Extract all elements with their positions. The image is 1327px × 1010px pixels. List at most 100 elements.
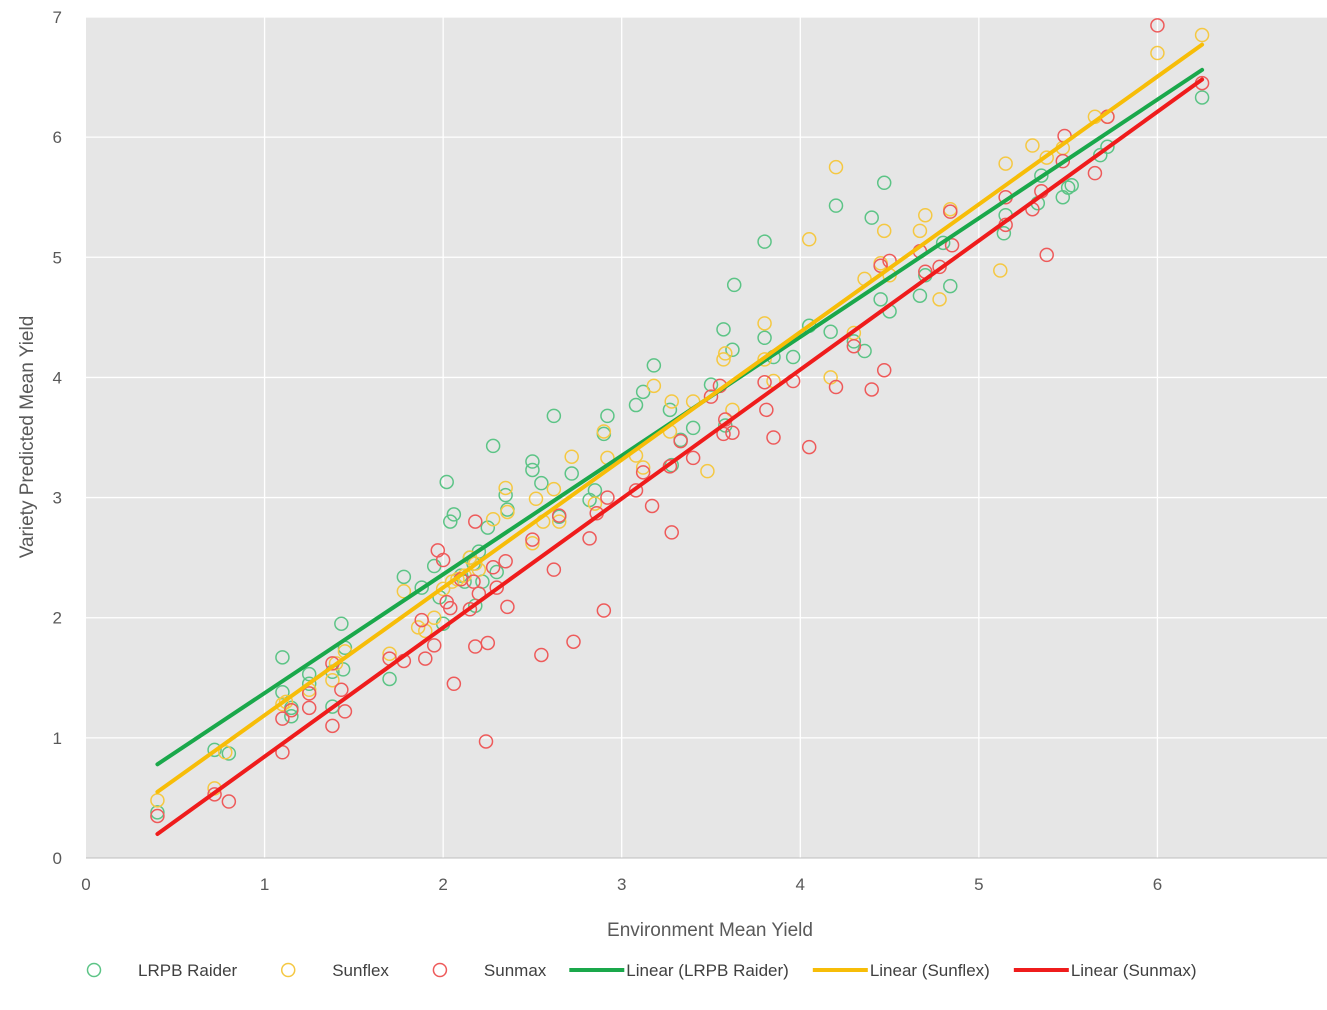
x-tick-label: 1	[260, 875, 269, 894]
gridlines	[86, 16, 1327, 858]
data-point	[396, 584, 412, 599]
legend-label: Sunmax	[484, 961, 547, 980]
data-point	[207, 742, 222, 758]
x-tick-label: 3	[617, 875, 626, 894]
data-point	[635, 384, 651, 400]
data-point	[1025, 138, 1040, 153]
y-tick-label: 2	[53, 609, 62, 628]
data-point	[700, 463, 715, 479]
data-point	[664, 394, 679, 409]
data-point	[446, 507, 462, 522]
trendlines	[155, 42, 1205, 836]
legend-label: Linear (Sunflex)	[870, 961, 990, 980]
data-point	[528, 491, 544, 507]
data-point	[278, 694, 294, 710]
data-point	[284, 708, 299, 724]
data-point	[150, 808, 165, 824]
data-point	[301, 700, 317, 716]
data-point	[275, 684, 290, 700]
x-axis-title: Environment Mean Yield	[607, 920, 813, 941]
data-point	[1087, 165, 1103, 181]
data-point	[828, 198, 844, 213]
x-tick-label: 4	[796, 875, 805, 894]
data-point	[382, 646, 397, 662]
data-point	[1093, 147, 1108, 163]
data-point	[534, 647, 549, 663]
legend-marker	[280, 962, 296, 978]
data-point	[759, 402, 774, 418]
y-tick-label: 7	[53, 8, 62, 27]
data-point	[480, 635, 496, 651]
data-point	[801, 232, 817, 247]
x-tick-label: 6	[1153, 875, 1162, 894]
data-point	[1039, 247, 1054, 263]
data-point	[1150, 18, 1165, 33]
data-point	[334, 616, 349, 631]
data-point	[600, 490, 615, 505]
data-point	[864, 382, 879, 397]
data-point	[410, 620, 426, 635]
y-tick-labels: 0 1 2 3 4 5 6 7	[53, 8, 62, 868]
data-point	[766, 430, 781, 445]
data-point	[396, 569, 412, 585]
y-tick-label: 3	[53, 489, 62, 508]
data-point	[1150, 45, 1165, 61]
data-point	[489, 564, 504, 580]
data-point	[628, 483, 644, 498]
data-point	[551, 514, 567, 529]
x-tick-label: 0	[81, 875, 90, 894]
data-point	[664, 525, 679, 540]
data-point	[703, 389, 719, 404]
data-point	[414, 612, 429, 628]
data-point	[1034, 168, 1049, 183]
data-point	[1194, 27, 1210, 43]
data-point	[876, 362, 892, 378]
data-point	[635, 465, 651, 480]
data-point	[382, 671, 397, 687]
legend-entry: Sunmax	[432, 961, 547, 980]
data-point	[703, 377, 719, 392]
data-point	[662, 402, 678, 418]
data-point	[498, 553, 513, 569]
data-point	[534, 475, 549, 491]
trendline	[155, 42, 1205, 794]
legend-label: Linear (Sunmax)	[1071, 961, 1197, 980]
data-point	[725, 342, 740, 358]
data-point	[876, 175, 892, 191]
data-point	[500, 504, 515, 520]
data-point	[998, 156, 1013, 171]
data-point	[587, 496, 603, 511]
data-point	[418, 623, 433, 639]
data-point	[596, 424, 612, 439]
data-point	[876, 223, 892, 239]
data-point	[566, 634, 581, 649]
data-point	[628, 397, 644, 413]
data-point	[846, 334, 862, 349]
data-point	[757, 352, 772, 367]
data-point	[1060, 180, 1076, 195]
data-point	[525, 462, 540, 478]
data-point	[873, 292, 888, 307]
data-point	[718, 346, 733, 361]
data-point	[828, 379, 844, 395]
data-point	[275, 650, 290, 665]
data-point	[932, 292, 947, 307]
data-point	[480, 520, 496, 535]
data-point	[646, 358, 662, 373]
legend-entry: Sunflex	[280, 961, 389, 980]
y-tick-label: 5	[53, 248, 62, 267]
data-point	[498, 480, 513, 496]
data-point	[275, 711, 290, 726]
y-tick-label: 4	[53, 368, 62, 387]
y-tick-label: 0	[53, 849, 62, 868]
legend-entry: LRPB Raider	[86, 961, 238, 980]
data-point	[801, 439, 817, 455]
data-point	[1064, 177, 1079, 193]
data-point	[600, 408, 615, 424]
legend-entry: Linear (LRPB Raider)	[569, 961, 789, 980]
data-point	[485, 560, 501, 575]
data-point	[525, 532, 540, 547]
data-point	[596, 603, 612, 618]
data-point	[443, 600, 458, 616]
